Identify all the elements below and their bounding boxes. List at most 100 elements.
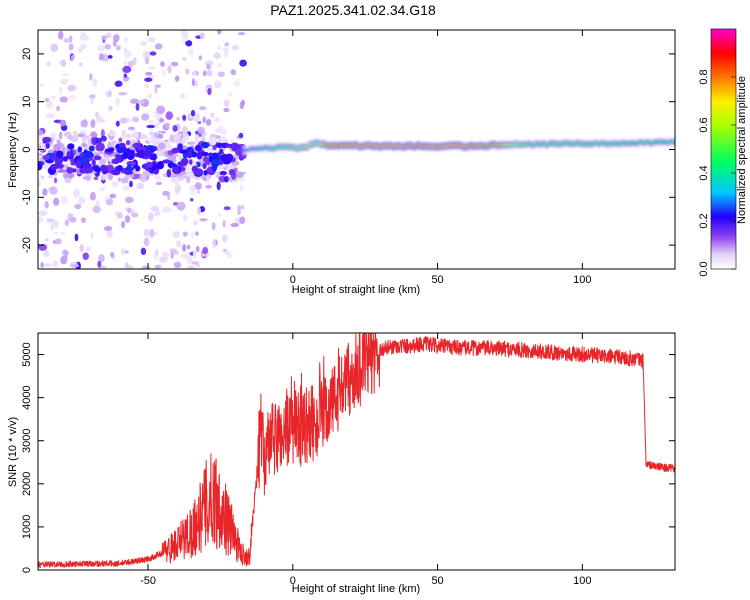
colorbar-band — [711, 129, 736, 132]
spectrogram-noise-cell — [116, 146, 127, 154]
colorbar-band — [711, 247, 736, 250]
spectrogram-noise-cell — [190, 151, 198, 158]
spectrogram-noise-cell — [60, 78, 68, 85]
spectrogram-noise-cell — [89, 153, 94, 158]
colorbar-band — [711, 181, 736, 184]
spectrogram-noise-cell — [107, 171, 114, 181]
spectrogram-noise-cell — [165, 111, 174, 120]
spectrogram-ridge-cell — [468, 145, 473, 147]
spectrogram-ridge-cell — [645, 141, 650, 143]
colorbar-band — [711, 231, 736, 234]
spectrogram-noise-cell — [149, 127, 154, 132]
colorbar-band — [711, 213, 736, 216]
colorbar-band — [711, 145, 736, 148]
colorbar-band — [711, 119, 736, 122]
colorbar-band — [711, 143, 736, 146]
spectrogram-x-tick-label: 100 — [573, 274, 591, 286]
spectrogram-noise-cell — [194, 134, 199, 143]
spectrogram-noise-cell — [159, 118, 165, 123]
spectrogram-ridge-cell — [357, 145, 362, 148]
spectrogram-y-ticks: -20 -10 0 10 20 — [21, 48, 675, 253]
spectrogram-noise-cell — [80, 43, 88, 50]
colorbar-band — [711, 71, 736, 74]
colorbar-band — [711, 253, 736, 256]
spectrogram-ridge-cell — [565, 142, 570, 144]
colorbar-tick-label: 0.8 — [698, 69, 710, 84]
spectrogram-noise-cell — [126, 164, 132, 172]
spectrogram-ridge-cell — [294, 147, 299, 150]
spectrogram-noise-cell — [216, 181, 221, 191]
spectrogram-ridge-cell — [464, 146, 470, 148]
spectrogram-noise-cell — [77, 146, 83, 153]
spectrogram-noise-cell — [45, 61, 52, 66]
spectrogram-noise-cell — [60, 195, 68, 205]
spectrogram-ridge-cell — [492, 143, 497, 145]
spectrogram-noise-cell — [98, 53, 104, 61]
spectrogram-noise-cell — [38, 216, 43, 224]
spectrogram-noise-cell — [82, 163, 92, 168]
spectrogram-noise-cell — [143, 83, 150, 89]
colorbar-band — [711, 259, 736, 262]
colorbar-band — [711, 227, 736, 230]
spectrogram-noise-cell — [210, 112, 215, 119]
spectrogram-noise-cell — [38, 138, 41, 143]
spectrogram-y-tick-label: -20 — [21, 237, 33, 253]
spectrogram-noise-cell — [65, 159, 71, 167]
spectrogram-ridge-cell — [579, 143, 584, 145]
spectrogram-noise-cell — [236, 78, 240, 88]
colorbar-band — [711, 135, 736, 138]
spectrogram-ridge-cell — [395, 145, 400, 147]
spectrogram-noise-speckle — [38, 30, 247, 269]
colorbar-band — [711, 91, 736, 94]
colorbar-band — [711, 121, 736, 124]
colorbar-band — [711, 197, 736, 200]
spectrogram-noise-cell — [127, 126, 136, 131]
spectrogram-ridge-cell — [259, 147, 265, 149]
spectrogram-noise-cell — [57, 30, 64, 40]
colorbar-band — [711, 203, 736, 206]
spectrogram-noise-cell — [150, 206, 160, 212]
spectrogram-noise-cell — [64, 219, 70, 227]
spectrogram-noise-cell — [180, 252, 189, 260]
spectrogram-noise-cell — [43, 250, 50, 258]
spectrogram-noise-cell — [186, 150, 193, 159]
colorbar-band — [711, 173, 736, 176]
colorbar-band — [711, 243, 736, 246]
spectrogram-noise-cell — [82, 176, 90, 180]
colorbar-band — [711, 223, 736, 226]
spectrogram-noise-cell — [185, 40, 193, 47]
spectrogram-noise-cell — [59, 96, 68, 103]
spectrogram-noise-cell — [83, 35, 90, 41]
spectrogram-ridge-cell — [544, 144, 549, 146]
colorbar-band — [711, 255, 736, 258]
spectrogram-ridge-cell — [256, 147, 261, 150]
spectrogram-noise-cell — [228, 169, 236, 176]
spectrogram-ridge-cell — [503, 144, 508, 146]
spectrogram-noise-cell — [122, 185, 131, 191]
spectrogram-ridge-cell — [499, 144, 504, 146]
spectrogram-noise-cell — [182, 114, 187, 121]
spectrogram-noise-cell — [50, 164, 58, 171]
spectrogram-noise-cell — [190, 231, 194, 239]
colorbar-band — [711, 219, 736, 222]
spectrogram-ridge-cell — [367, 144, 372, 146]
spectrogram-noise-cell — [140, 173, 147, 183]
spectrogram-noise-cell — [116, 165, 123, 172]
colorbar-band — [711, 235, 736, 238]
spectrogram-noise-cell — [38, 130, 44, 136]
spectrogram-ridge-cell — [305, 146, 310, 148]
spectrogram-noise-cell — [144, 136, 150, 141]
spectrogram-ridge-cell — [332, 145, 337, 147]
spectrogram-noise-cell — [177, 161, 187, 167]
spectrogram-noise-cell — [171, 147, 180, 154]
spectrogram-ridge-cell — [419, 145, 424, 147]
colorbar-band — [711, 251, 736, 254]
spectrogram-noise-cell — [110, 251, 114, 258]
colorbar-band — [711, 159, 736, 162]
spectrogram-noise-cell — [59, 119, 67, 127]
spectrogram-ridge-cell — [346, 144, 351, 146]
colorbar-band — [711, 237, 736, 240]
spectrogram-noise-cell — [132, 116, 139, 123]
spectrogram-noise-cell — [45, 142, 50, 149]
spectrogram-ridge-cell — [454, 144, 459, 146]
